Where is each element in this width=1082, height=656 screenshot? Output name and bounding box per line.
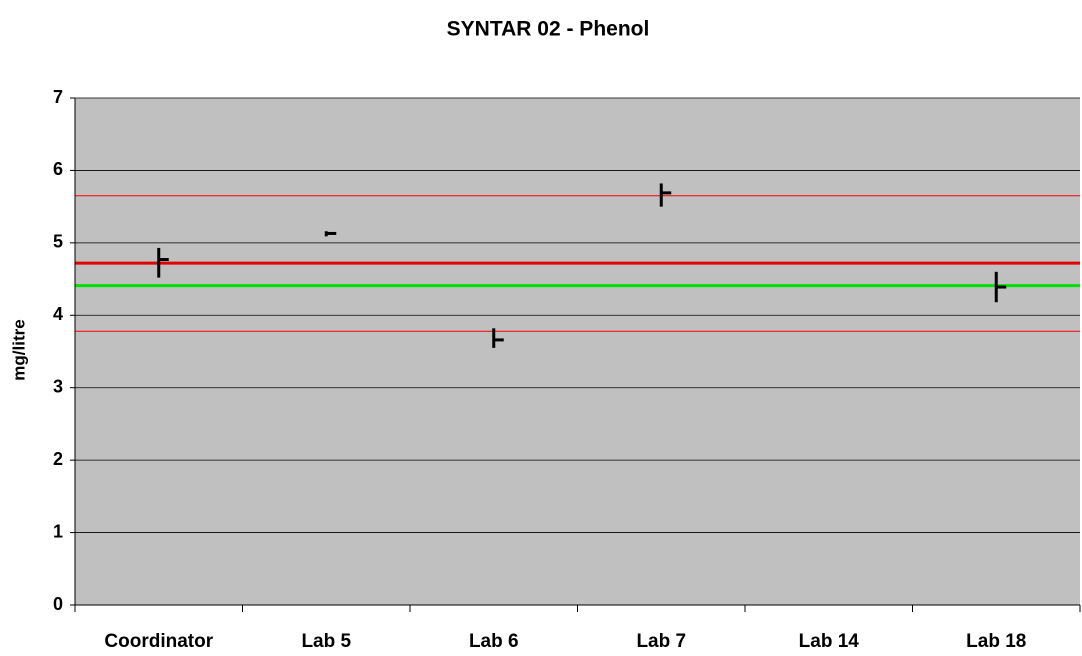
y-tick-label: 3: [53, 376, 63, 396]
y-tick-label: 4: [53, 304, 63, 324]
y-tick-label: 1: [53, 521, 63, 541]
y-axis-label: mg/litre: [9, 319, 28, 380]
x-tick-label: Lab 18: [966, 631, 1026, 652]
y-tick-label: 2: [53, 449, 63, 469]
y-tick-label: 7: [53, 87, 63, 107]
x-tick-label: Lab 7: [636, 631, 686, 652]
x-tick-label: Lab 5: [301, 631, 351, 652]
y-tick-label: 5: [53, 232, 63, 252]
x-tick-label: Lab 6: [469, 631, 519, 652]
x-tick-label: Coordinator: [104, 631, 213, 652]
plot-area: [75, 98, 1080, 605]
x-tick-label: Lab 14: [799, 631, 860, 652]
y-tick-label: 6: [53, 159, 63, 179]
y-tick-label: 0: [53, 594, 63, 614]
chart-title: SYNTAR 02 - Phenol: [447, 18, 650, 41]
